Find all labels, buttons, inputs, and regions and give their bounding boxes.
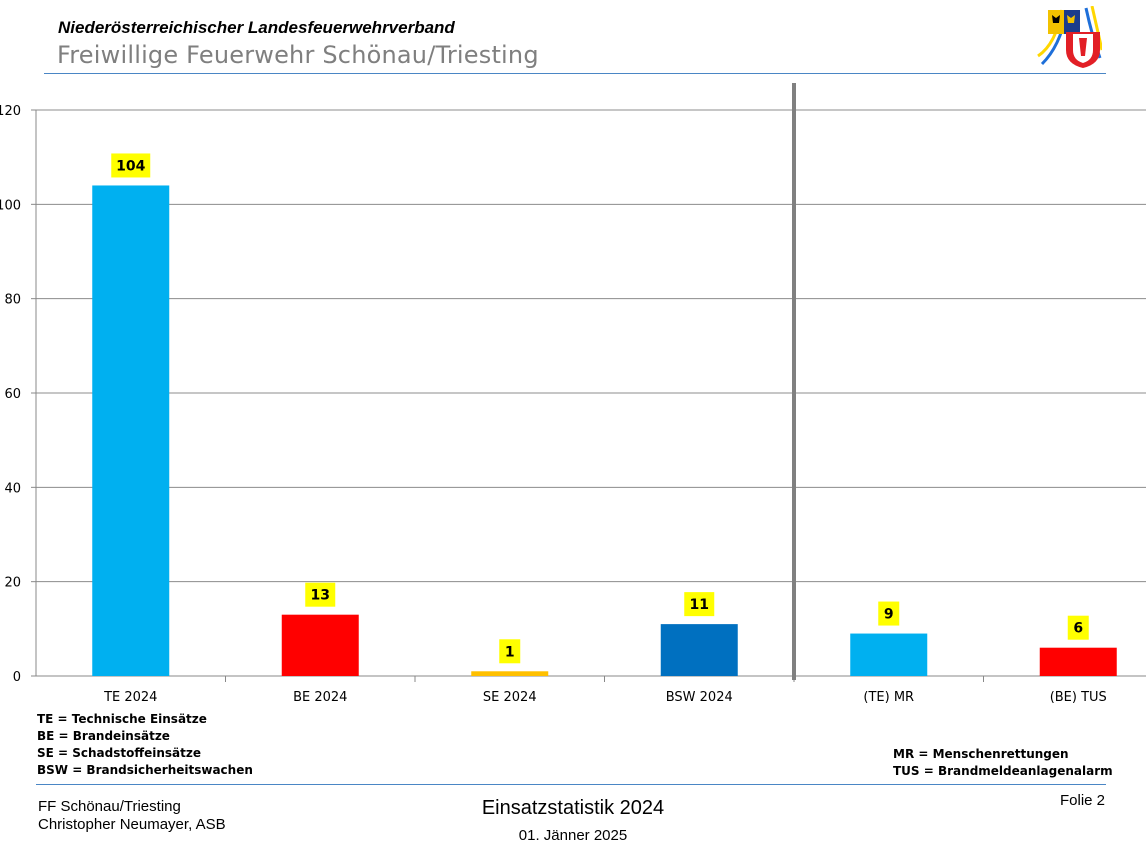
- legend-abbreviations-right: MR = Menschenrettungen TUS = Brandmeldea…: [893, 746, 1113, 780]
- bar: [281, 614, 359, 676]
- footer-date: 01. Jänner 2025: [518, 827, 628, 844]
- data-label: 104: [116, 158, 145, 174]
- footer-divider: [36, 784, 1106, 785]
- data-label: 9: [884, 607, 894, 623]
- y-tick-label: 20: [4, 576, 21, 591]
- data-label-background: [1067, 615, 1089, 640]
- slide-number: Folie 2: [1060, 792, 1106, 809]
- footer-author: Christopher Neumayer, ASB: [38, 816, 226, 833]
- group-separator: [792, 83, 796, 680]
- legend-item: TE = Technische Einsätze: [37, 712, 207, 726]
- unit-title: Freiwillige Feuerwehr Schönau/Triesting: [57, 41, 539, 69]
- bar: [850, 633, 928, 676]
- y-tick-label: 60: [4, 387, 21, 402]
- footer-org: FF Schönau/Triesting: [38, 798, 181, 815]
- legend-abbreviations-left: TE = Technische Einsätze BE = Brandeinsä…: [37, 711, 253, 779]
- bar: [1039, 647, 1117, 676]
- fire-brigade-logo: [1037, 6, 1102, 68]
- y-tick-label: 0: [13, 670, 21, 685]
- x-axis-ticks: TE 2024 BE 2024 SE 2024 BSW 2024 (TE) MR (BE)…: [103, 676, 1107, 705]
- x-tick-label: (TE) MR: [863, 690, 914, 705]
- separator-line: [792, 83, 796, 680]
- x-tick-label: BSW 2024: [666, 690, 733, 705]
- bar: [92, 185, 170, 676]
- bar: [660, 624, 738, 676]
- legend-item: MR = Menschenrettungen: [893, 747, 1069, 761]
- footer-title: Einsatzstatistik 2024: [481, 797, 665, 819]
- chart-grid: [31, 109, 1146, 677]
- y-tick-label: 100: [0, 198, 21, 213]
- organization-title: Niederösterreichischer Landesfeuerwehrve…: [58, 18, 455, 37]
- footer-credits: FF Schönau/Triesting Christopher Neumaye…: [38, 798, 226, 834]
- data-label: 13: [311, 588, 330, 604]
- bar: [471, 671, 549, 676]
- chart-bars: [92, 185, 1117, 676]
- legend-item: SE = Schadstoffeinsätze: [37, 746, 201, 760]
- data-label-background: [878, 601, 900, 626]
- x-tick-label: TE 2024: [103, 690, 157, 705]
- y-tick-label: 80: [4, 293, 21, 308]
- legend-item: TUS = Brandmeldeanlagenalarm: [893, 764, 1113, 778]
- legend-item: BE = Brandeinsätze: [37, 729, 170, 743]
- x-tick-label: (BE) TUS: [1050, 690, 1107, 705]
- data-label-background: [111, 153, 151, 178]
- y-tick-label: 120: [0, 104, 21, 119]
- y-axis-ticks: 0 20 40 60 80 100 120: [0, 104, 21, 685]
- x-tick-label: BE 2024: [293, 690, 347, 705]
- header-divider: [44, 73, 1106, 74]
- data-label: 6: [1073, 621, 1083, 637]
- data-label: 11: [690, 597, 709, 613]
- data-label-background: [499, 639, 521, 664]
- data-label-background: [305, 582, 336, 607]
- legend-item: BSW = Brandsicherheitswachen: [37, 763, 253, 777]
- data-label-background: [684, 592, 715, 617]
- data-label: 1: [505, 644, 515, 660]
- x-tick-label: SE 2024: [483, 690, 537, 705]
- y-tick-label: 40: [4, 481, 21, 496]
